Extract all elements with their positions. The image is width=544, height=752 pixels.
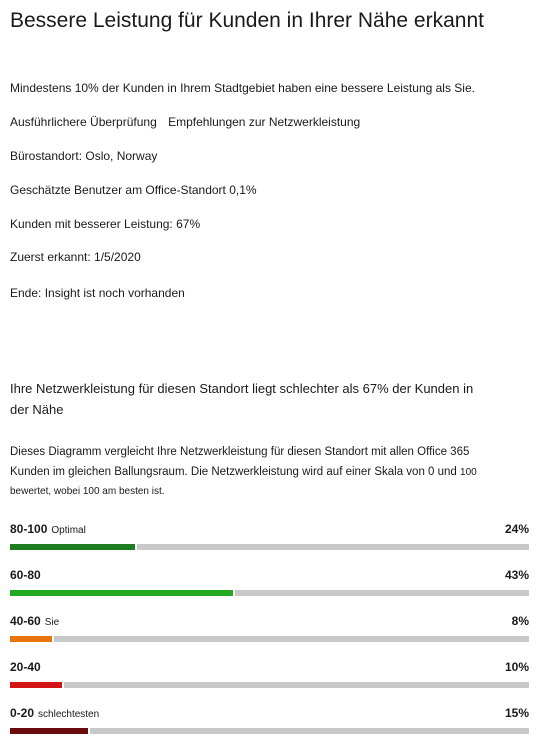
bar-track (10, 682, 529, 688)
office-location: Bürostandort: Oslo, Norway (10, 149, 158, 163)
review-link[interactable]: Ausführlichere Überprüfung (10, 115, 157, 129)
description-tail: 100 bewertet, wobei 100 am besten ist. (10, 466, 477, 498)
chart-row-0-20: 0-20 schlechtesten 15% (10, 706, 529, 736)
bar-track (10, 590, 529, 596)
better-customers: Kunden mit besserer Leistung: 67% (10, 217, 201, 231)
bar-divider (62, 682, 64, 688)
bar-category: 0-20 (10, 706, 35, 720)
bar-divider (135, 544, 137, 550)
bar-divider (52, 636, 54, 642)
bar-value-label: 24% (504, 522, 529, 536)
chart-row-80-100: 80-100 Optimal 24% (10, 522, 529, 552)
page-title: Bessere Leistung für Kunden in Ihrer Näh… (10, 9, 484, 32)
chart-row-40-60: 40-60 Sie 8% (10, 614, 529, 644)
end-status: Ende: Insight ist noch vorhanden (10, 286, 185, 300)
first-detected: Zuerst erkannt: 1/5/2020 (10, 250, 141, 264)
estimated-users: Geschätzte Benutzer am Office-Standort 0… (10, 183, 257, 197)
bar-category: 60-80 (10, 568, 41, 582)
bar-category-label: 60-80 (10, 568, 41, 582)
bar-fill (10, 682, 62, 688)
recommendations-link[interactable]: Empfehlungen zur Netzwerkleistung (168, 115, 361, 129)
bar-divider (88, 728, 90, 734)
comparison-description: Dieses Diagramm vergleicht Ihre Netzwerk… (10, 443, 510, 502)
bar-value-label: 15% (504, 706, 529, 720)
bar-value-label: 10% (504, 660, 529, 674)
bar-fill (10, 544, 135, 550)
chart-row-20-40: 20-40 10% (10, 660, 529, 690)
bar-category-note: Sie (44, 617, 60, 628)
bar-category-label: 80-100 Optimal (10, 522, 86, 536)
bar-category: 80-100 (10, 522, 48, 536)
summary-text: Mindestens 10% der Kunden in Ihrem Stadt… (10, 81, 475, 95)
bar-category-note: schlechtesten (38, 709, 100, 720)
bar-category-label: 20-40 (10, 660, 41, 674)
bar-category: 40-60 (10, 614, 41, 628)
bar-category-label: 0-20 schlechtesten (10, 706, 99, 720)
bar-category-label: 40-60 Sie (10, 614, 59, 628)
links-row: Ausführlichere Überprüfung Empfehlungen … (10, 115, 360, 129)
bar-value-label: 8% (511, 614, 529, 628)
bar-value-label: 43% (504, 568, 529, 582)
bar-track (10, 544, 529, 550)
bar-category-note: Optimal (51, 525, 86, 536)
bar-fill (10, 636, 52, 642)
bar-fill (10, 590, 233, 596)
bar-track (10, 636, 529, 642)
bar-category: 20-40 (10, 660, 41, 674)
description-main: Dieses Diagramm vergleicht Ihre Netzwerk… (10, 446, 470, 478)
bar-divider (233, 590, 235, 596)
comparison-heading: Ihre Netzwerkleistung für diesen Standor… (10, 381, 474, 417)
bar-track (10, 728, 529, 734)
bar-fill (10, 728, 88, 734)
chart-row-60-80: 60-80 43% (10, 568, 529, 598)
